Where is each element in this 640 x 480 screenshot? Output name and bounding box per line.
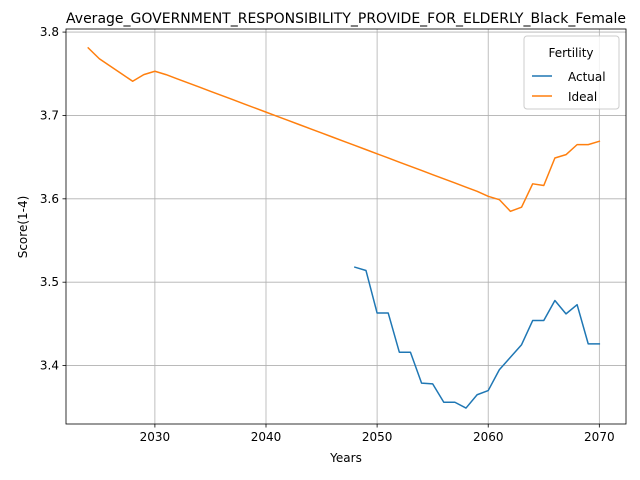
legend: Fertility Actual Ideal bbox=[523, 35, 620, 110]
y-axis-label: Score(1-4) bbox=[16, 196, 30, 259]
x-axis-label: Years bbox=[329, 451, 362, 465]
axis-ticks: 2030 2040 2050 2060 2070 3.4 3.5 3.6 3.7 3.8 bbox=[40, 25, 615, 444]
y-tick-label: 3.8 bbox=[40, 25, 59, 39]
series-line-ideal bbox=[87, 46, 601, 213]
legend-label-ideal: Ideal bbox=[568, 90, 597, 104]
x-tick-label: 2060 bbox=[473, 430, 504, 444]
series-layer bbox=[87, 46, 601, 409]
y-tick-label: 3.7 bbox=[40, 108, 59, 122]
x-tick-label: 2070 bbox=[584, 430, 615, 444]
x-tick-label: 2030 bbox=[140, 430, 171, 444]
y-tick-label: 3.4 bbox=[40, 359, 59, 373]
series-line-actual bbox=[353, 266, 601, 409]
x-tick-label: 2040 bbox=[251, 430, 282, 444]
y-tick-label: 3.6 bbox=[40, 192, 59, 206]
x-tick-label: 2050 bbox=[362, 430, 393, 444]
axes-frame bbox=[65, 28, 627, 425]
y-tick-label: 3.5 bbox=[40, 275, 59, 289]
chart-title: Average_GOVERNMENT_RESPONSIBILITY_PROVID… bbox=[66, 11, 626, 27]
legend-label-actual: Actual bbox=[568, 70, 606, 84]
legend-title: Fertility bbox=[548, 46, 593, 60]
legend-box bbox=[523, 35, 620, 110]
